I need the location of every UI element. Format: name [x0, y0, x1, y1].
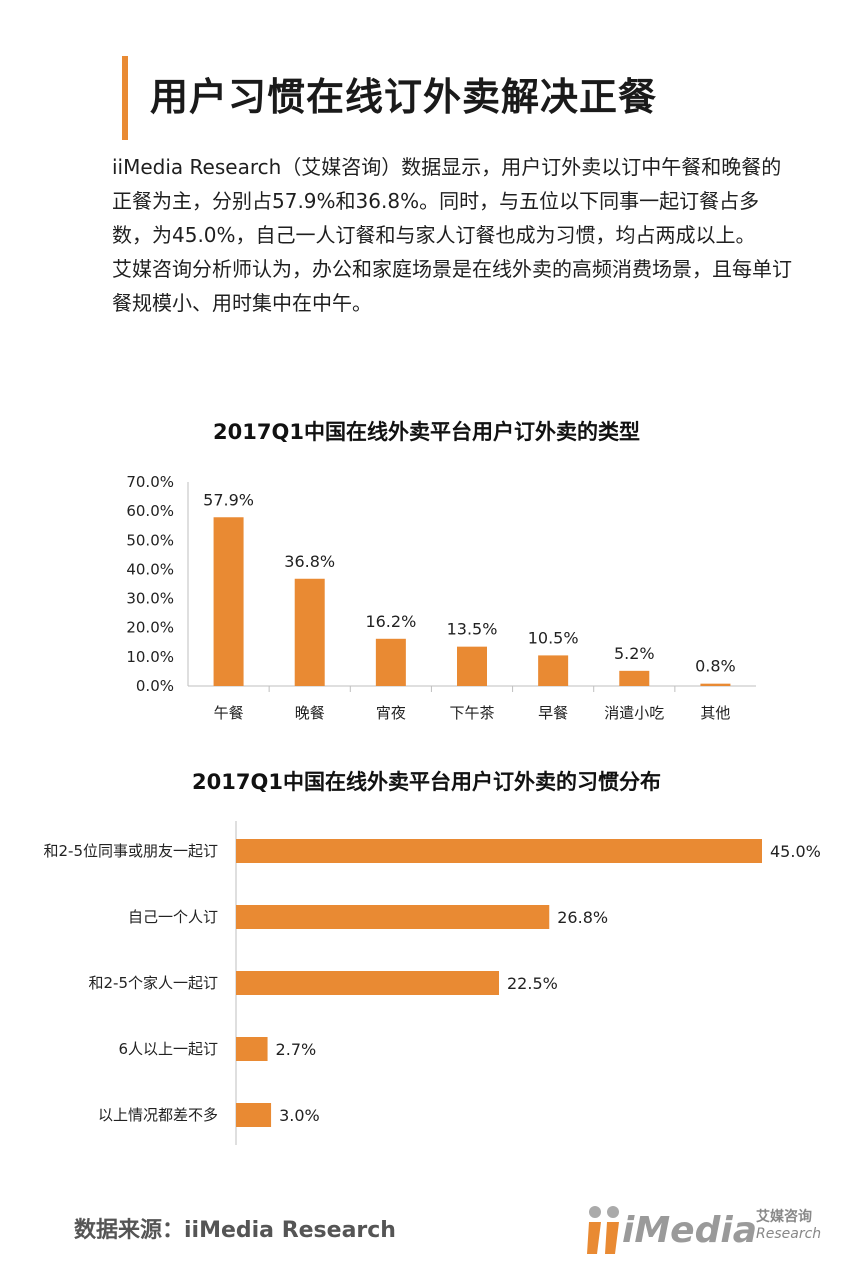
category-label: 以上情况都差不多: [98, 1106, 218, 1124]
data-label: 26.8%: [557, 908, 608, 927]
meal-type-chart-title: 2017Q1中国在线外卖平台用户订外卖的类型: [213, 420, 640, 444]
category-label: 午餐: [214, 704, 244, 722]
ordering-habit-bar-chart: 和2-5位同事或朋友一起订 45.0% 自己一个人订 26.8% 和2-5个家人一起订 2…: [43, 821, 821, 1145]
bar-6: [700, 683, 731, 686]
category-label: 和2-5位同事或朋友一起订: [43, 842, 218, 860]
bar-0: [236, 839, 762, 863]
page-title: 用户习惯在线订外卖解决正餐: [150, 75, 658, 119]
data-label: 2.7%: [276, 1040, 317, 1059]
category-label: 6人以上一起订: [118, 1040, 218, 1058]
meal-type-bar-chart: 0.0% 10.0% 20.0% 30.0% 40.0% 50.0% 60.0% 70.0% 5…: [126, 473, 756, 722]
intro-paragraph-2: 艾媒咨询分析师认为，办公和家庭场景是在线外卖的高频消费场景，且每单订餐规模小、用…: [112, 257, 792, 315]
y-tick-label: 30.0%: [126, 590, 174, 608]
logo-chinese-name: 艾媒咨询: [756, 1209, 812, 1225]
y-tick-label: 40.0%: [126, 560, 174, 578]
bar-0: [213, 517, 244, 686]
ordering-habit-chart-title: 2017Q1中国在线外卖平台用户订外卖的习惯分布: [192, 770, 661, 794]
y-tick-label: 50.0%: [126, 531, 174, 549]
data-label: 16.2%: [365, 612, 416, 631]
data-label: 0.8%: [695, 657, 736, 676]
bar-5: [619, 670, 650, 686]
intro-paragraph-1: iiMedia Research（艾媒咨询）数据显示，用户订外卖以订中午餐和晚餐…: [112, 155, 782, 247]
y-tick-label: 60.0%: [126, 502, 174, 520]
category-label: 晚餐: [295, 704, 325, 722]
category-label: 其他: [700, 704, 730, 722]
data-label: 5.2%: [614, 644, 655, 663]
y-tick-label: 20.0%: [126, 619, 174, 637]
y-tick-label: 0.0%: [136, 677, 174, 695]
y-tick-label: 10.0%: [126, 648, 174, 666]
category-label: 消遣小吃: [604, 704, 664, 722]
bar-4: [236, 1103, 272, 1127]
data-source: 数据来源：iiMedia Research: [74, 1218, 396, 1243]
logo-english-name: Research: [756, 1226, 822, 1242]
category-label: 和2-5个家人一起订: [88, 974, 218, 992]
data-label: 36.8%: [284, 552, 335, 571]
logo-dots-icon: [587, 1206, 619, 1254]
title-accent-bar: [122, 56, 128, 140]
data-label: 45.0%: [770, 842, 821, 861]
data-label: 3.0%: [279, 1106, 320, 1125]
bar-1: [294, 578, 325, 686]
intro-text: iiMedia Research（艾媒咨询）数据显示，用户订外卖以订中午餐和晚餐…: [112, 150, 792, 320]
category-label: 早餐: [538, 704, 568, 722]
data-label: 10.5%: [528, 628, 579, 647]
category-label: 自己一个人订: [128, 908, 218, 926]
bar-1: [236, 905, 550, 929]
bar-2: [375, 638, 406, 686]
y-tick-label: 70.0%: [126, 473, 174, 491]
bar-3: [457, 646, 487, 686]
data-label: 22.5%: [507, 974, 558, 993]
logo-wordmark: iMedia: [622, 1210, 757, 1251]
imedia-logo: iMedia 艾媒咨询 Research: [580, 1200, 822, 1260]
category-label: 下午茶: [449, 704, 494, 722]
category-label: 宵夜: [376, 704, 406, 722]
bar-4: [538, 655, 569, 686]
bar-2: [236, 971, 499, 995]
bar-3: [236, 1037, 268, 1061]
data-label: 13.5%: [447, 620, 498, 639]
data-label: 57.9%: [203, 490, 254, 509]
